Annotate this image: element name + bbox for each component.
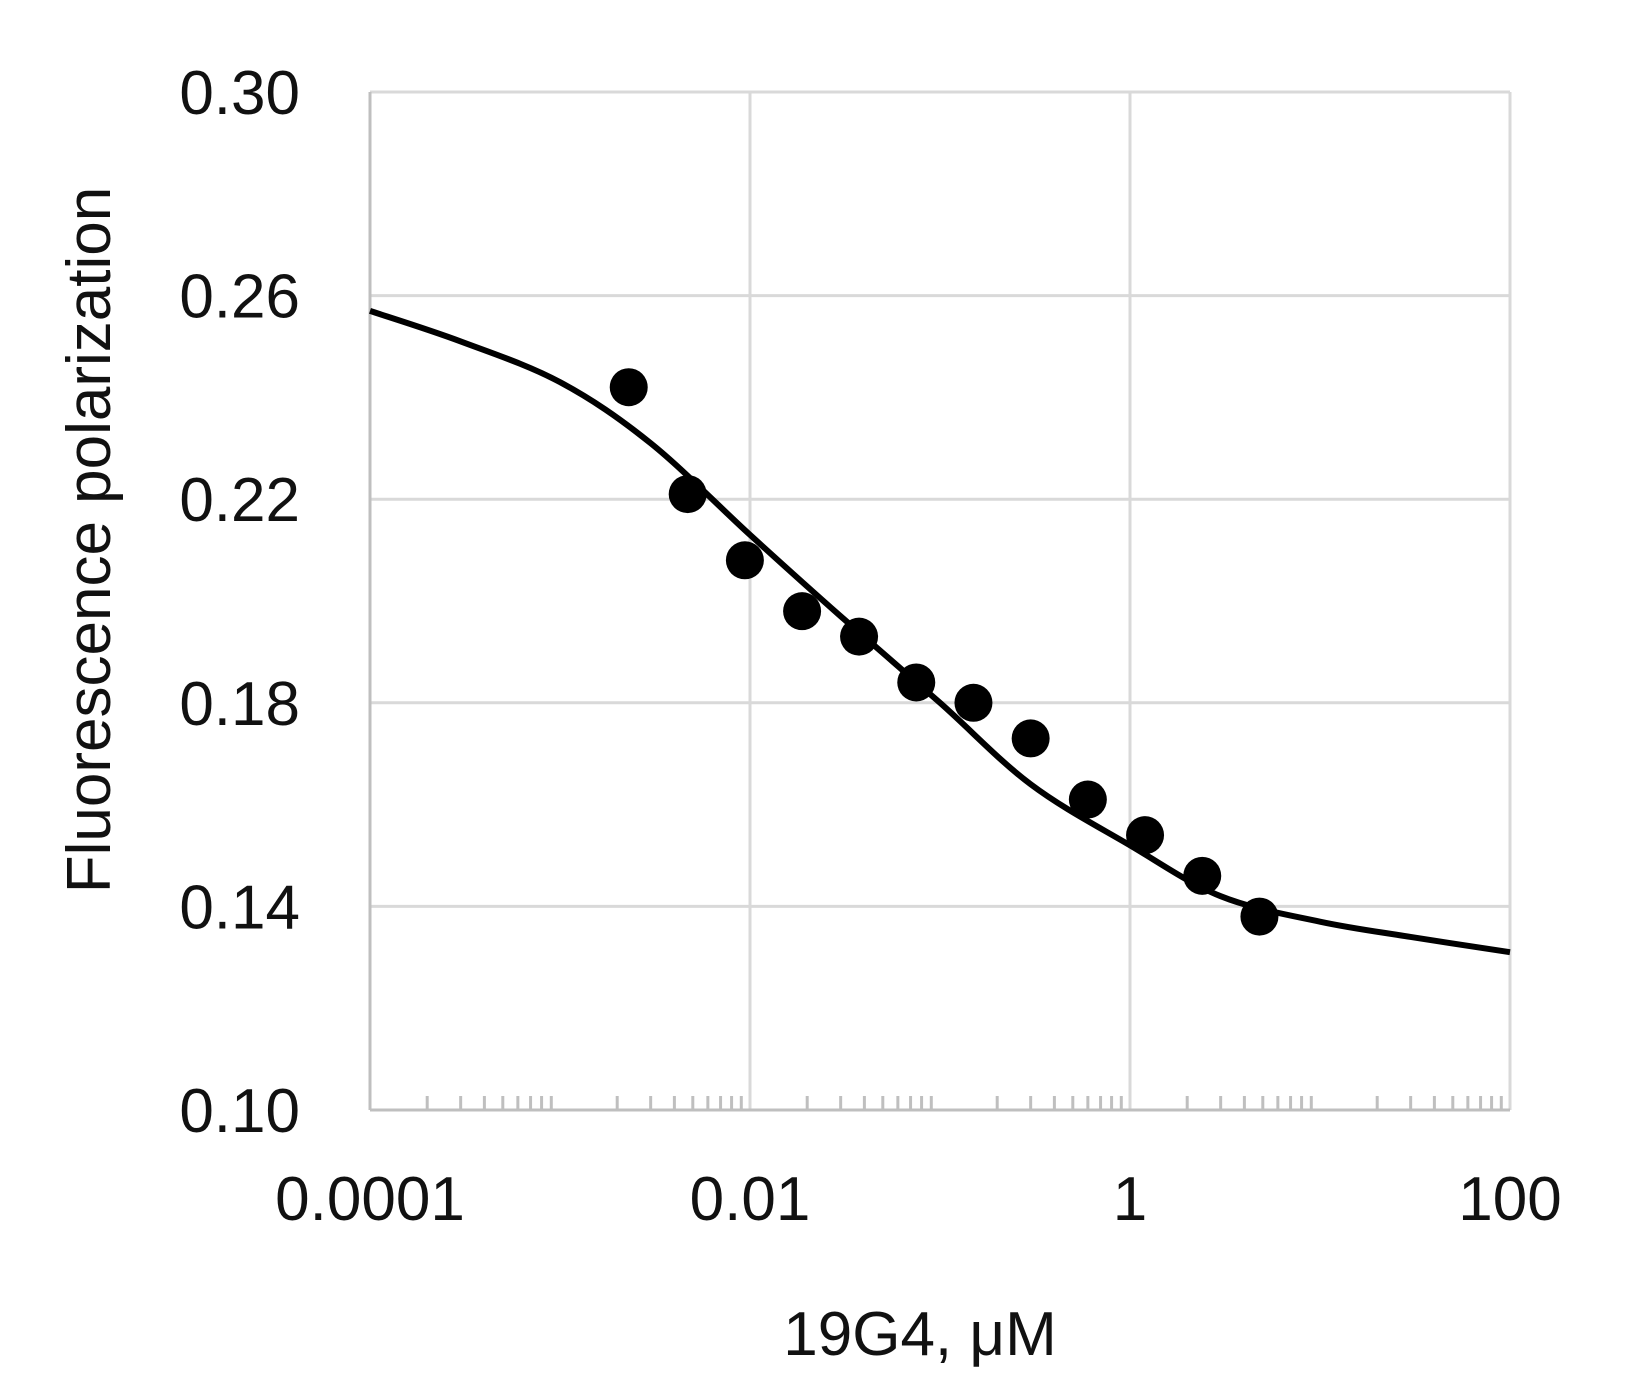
x-tick-label: 0.01 xyxy=(690,1165,811,1234)
data-point xyxy=(954,683,993,722)
data-point xyxy=(1068,780,1107,819)
y-axis-title: Fluorescence polarization xyxy=(55,187,124,894)
y-tick-label: 0.14 xyxy=(179,873,300,942)
x-tick-label: 1 xyxy=(1113,1165,1147,1234)
data-point xyxy=(897,663,936,702)
x-axis-title: 19G4, μM xyxy=(783,1300,1057,1369)
y-tick-labels: 0.10 0.14 0.18 0.22 0.26 0.30 xyxy=(179,59,300,1146)
series xyxy=(369,308,1511,956)
data-point xyxy=(725,541,764,580)
y-tick-label: 0.30 xyxy=(179,59,300,128)
data-point xyxy=(1126,816,1165,855)
y-tick-label: 0.10 xyxy=(179,1077,300,1146)
data-point xyxy=(1011,719,1050,758)
data-point xyxy=(668,475,707,514)
x-tick-label: 0.0001 xyxy=(275,1165,465,1234)
y-tick-label: 0.22 xyxy=(179,466,300,535)
y-tick-label: 0.26 xyxy=(179,263,300,332)
data-point xyxy=(1183,856,1222,895)
axes xyxy=(368,92,1510,1112)
y-tick-label: 0.18 xyxy=(179,670,300,739)
x-tick-labels: 0.0001 0.01 1 100 xyxy=(275,1165,1562,1234)
minor-ticks xyxy=(425,1096,1503,1110)
grid xyxy=(370,90,1512,1110)
data-point xyxy=(609,368,648,407)
data-point xyxy=(840,617,879,656)
x-tick-label: 100 xyxy=(1458,1165,1561,1234)
data-point xyxy=(1240,897,1279,936)
fit-curve xyxy=(369,308,1511,956)
data-point xyxy=(783,592,822,631)
